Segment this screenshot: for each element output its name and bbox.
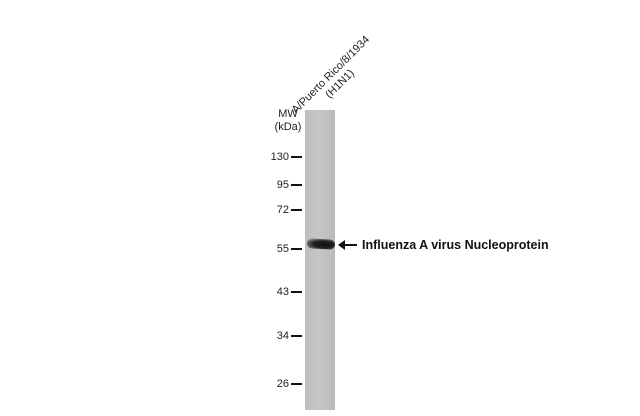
marker-tick	[291, 156, 302, 158]
marker-label: 95	[276, 179, 289, 191]
protein-band	[306, 238, 336, 250]
marker-tick	[291, 209, 302, 211]
blot-lane	[305, 110, 335, 410]
marker-label: 55	[276, 243, 289, 255]
marker-tick	[291, 291, 302, 293]
marker-34: 34	[250, 330, 302, 342]
lane-label-line1: A/Puerto Rico/8/1934	[289, 33, 373, 117]
marker-tick	[291, 184, 302, 186]
marker-55: 55	[250, 243, 302, 255]
arrow-left-icon	[338, 240, 357, 250]
marker-95: 95	[250, 179, 302, 191]
mw-title-line2: (kDa)	[274, 121, 302, 133]
band-annotation: Influenza A virus Nucleoprotein	[338, 238, 549, 252]
marker-tick	[291, 248, 302, 250]
marker-label: 43	[276, 286, 289, 298]
marker-tick	[291, 383, 302, 385]
marker-72: 72	[250, 204, 302, 216]
marker-label: 72	[276, 204, 289, 216]
marker-label: 34	[276, 330, 289, 342]
mw-axis-title: MW (kDa)	[268, 108, 308, 134]
marker-130: 130	[250, 151, 302, 163]
marker-label: 130	[270, 151, 289, 163]
marker-26: 26	[250, 378, 302, 390]
marker-tick	[291, 335, 302, 337]
marker-43: 43	[250, 286, 302, 298]
marker-label: 26	[276, 378, 289, 390]
mw-title-line1: MW	[278, 108, 298, 120]
band-annotation-text: Influenza A virus Nucleoprotein	[362, 238, 549, 252]
